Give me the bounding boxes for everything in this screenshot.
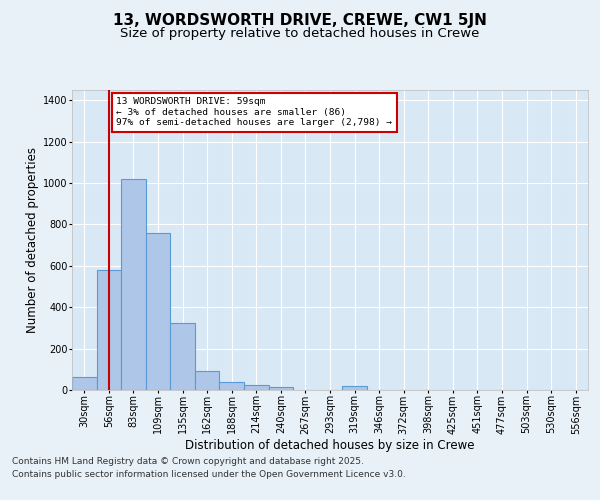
Bar [244, 385, 269, 390]
Text: Contains public sector information licensed under the Open Government Licence v3: Contains public sector information licen… [12, 470, 406, 479]
Bar [97, 270, 121, 390]
Bar [121, 179, 146, 390]
Text: 13 WORDSWORTH DRIVE: 59sqm
← 3% of detached houses are smaller (86)
97% of semi-: 13 WORDSWORTH DRIVE: 59sqm ← 3% of detac… [116, 97, 392, 127]
Bar [195, 372, 220, 390]
Y-axis label: Number of detached properties: Number of detached properties [26, 147, 39, 333]
Bar [342, 386, 367, 390]
X-axis label: Distribution of detached houses by size in Crewe: Distribution of detached houses by size … [185, 439, 475, 452]
Bar [72, 376, 97, 390]
Text: Size of property relative to detached houses in Crewe: Size of property relative to detached ho… [121, 26, 479, 40]
Text: 13, WORDSWORTH DRIVE, CREWE, CW1 5JN: 13, WORDSWORTH DRIVE, CREWE, CW1 5JN [113, 12, 487, 28]
Text: Contains HM Land Registry data © Crown copyright and database right 2025.: Contains HM Land Registry data © Crown c… [12, 458, 364, 466]
Bar [220, 382, 244, 390]
Bar [269, 387, 293, 390]
Bar [170, 323, 195, 390]
Bar [146, 233, 170, 390]
